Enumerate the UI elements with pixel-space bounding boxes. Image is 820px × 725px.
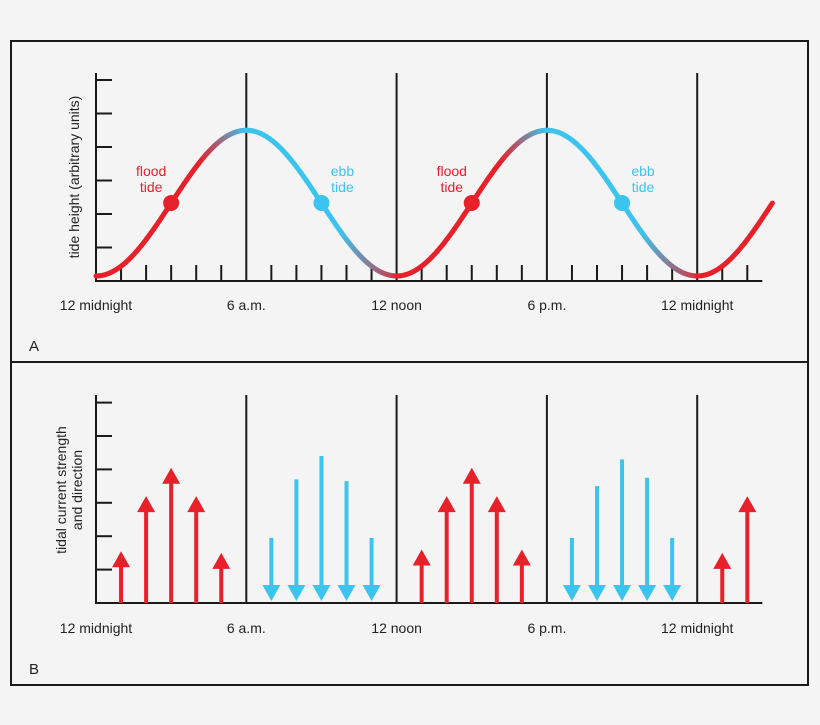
flood-current-arrow-head xyxy=(187,496,206,513)
ebb-current-arrow-head xyxy=(362,585,381,601)
x-tick-label: 6 p.m. xyxy=(527,620,566,636)
x-tick-label: 12 noon xyxy=(371,297,422,313)
flood-current-arrow-head xyxy=(412,549,431,566)
flood-current-arrow-head xyxy=(512,549,531,566)
panel-b-frame xyxy=(10,361,809,686)
flood-current-arrow-head xyxy=(162,467,181,484)
panel-b-y-axis-label-line1: tidal current strength xyxy=(53,426,69,554)
ebb-tide-label-line2: tide xyxy=(331,179,354,195)
x-tick-label: 12 midnight xyxy=(60,297,132,313)
flood-current-arrow-head xyxy=(738,496,757,513)
ebb-current-arrow-head xyxy=(638,585,657,601)
ebb-current-arrow-head xyxy=(663,585,682,601)
ebb-tide-marker xyxy=(313,194,330,211)
flood-tide-marker xyxy=(163,194,180,211)
flood-tide-label-line2: tide xyxy=(440,179,463,195)
x-tick-label: 12 midnight xyxy=(661,620,733,636)
flood-tide-marker xyxy=(463,194,480,211)
ebb-current-arrow-head xyxy=(613,585,632,601)
ebb-current-arrow-head xyxy=(312,585,331,601)
flood-tide-label-line2: tide xyxy=(140,179,163,195)
flood-current-arrow-head xyxy=(487,496,506,513)
ebb-tide-label-line1: ebb xyxy=(631,163,655,179)
x-tick-label: 12 midnight xyxy=(661,297,733,313)
flood-current-arrow-head xyxy=(713,552,732,569)
panel-b-label: B xyxy=(29,661,39,678)
flood-current-arrow-head xyxy=(462,467,481,484)
panel-a-frame xyxy=(10,40,809,363)
panel-a-y-axis-label: tide height (arbitrary units) xyxy=(66,96,82,259)
ebb-current-arrow-head xyxy=(588,585,606,601)
ebb-tide-label-line1: ebb xyxy=(331,163,355,179)
x-tick-label: 6 a.m. xyxy=(227,620,266,636)
flood-tide-label-line1: flood xyxy=(136,163,166,179)
flood-current-arrow-head xyxy=(437,496,456,513)
ebb-current-arrow-head xyxy=(262,585,281,601)
ebb-tide-label-line2: tide xyxy=(632,179,655,195)
flood-tide-label-line1: flood xyxy=(437,163,467,179)
ebb-tide-marker xyxy=(614,194,631,211)
panel-b-y-axis-label-line2: and direction xyxy=(69,450,85,530)
x-tick-label: 6 a.m. xyxy=(227,297,266,313)
x-tick-label: 12 noon xyxy=(371,620,422,636)
x-tick-label: 6 p.m. xyxy=(527,297,566,313)
panel-a-label: A xyxy=(29,338,39,355)
flood-current-arrow-head xyxy=(137,496,156,513)
tide-curve-segment xyxy=(767,200,775,210)
x-tick-label: 12 midnight xyxy=(60,620,132,636)
ebb-current-arrow-head xyxy=(287,585,306,601)
ebb-current-arrow-head xyxy=(337,585,356,601)
flood-current-arrow-head xyxy=(212,552,231,569)
panel-a-tide-height-chart: 12 midnight 6 a.m. 12 noon 6 p.m. 12 midnigh… xyxy=(60,73,775,313)
ebb-current-arrow-head xyxy=(562,585,581,601)
flood-current-arrow-head xyxy=(112,551,131,568)
panel-b-tidal-current-chart: 12 midnight 6 a.m. 12 noon 6 p.m. 12 midnigh… xyxy=(60,395,763,636)
